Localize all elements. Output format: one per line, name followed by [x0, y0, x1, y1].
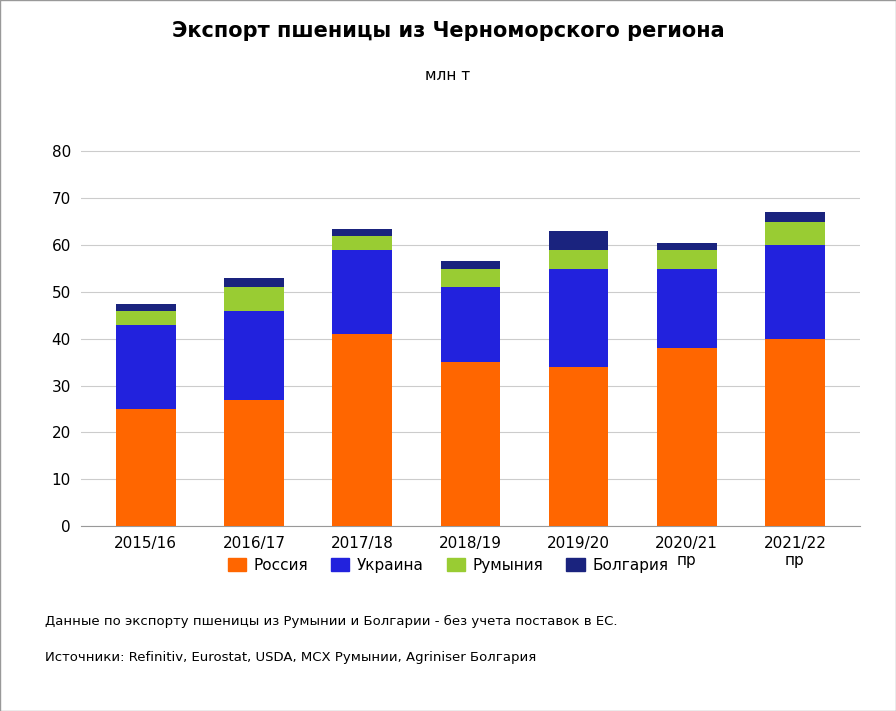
Bar	[765, 222, 824, 245]
Bar	[332, 229, 392, 236]
Text: Данные по экспорту пшеницы из Румынии и Болгарии - без учета поставок в ЕС.: Данные по экспорту пшеницы из Румынии и …	[45, 615, 617, 628]
Bar	[549, 269, 608, 367]
Bar	[441, 362, 500, 526]
Text: Экспорт пшеницы из Черноморского региона: Экспорт пшеницы из Черноморского региона	[172, 21, 724, 41]
Text: Источники: Refinitiv, Eurostat, USDA, МСХ Румынии, Agriniser Болгария: Источники: Refinitiv, Eurostat, USDA, МС…	[45, 651, 536, 663]
Bar	[116, 325, 176, 409]
Bar	[765, 213, 824, 222]
Bar	[441, 287, 500, 362]
Bar	[224, 311, 284, 400]
Bar	[657, 242, 717, 250]
Bar	[441, 269, 500, 287]
Bar	[549, 231, 608, 250]
Bar	[441, 262, 500, 269]
Bar	[116, 304, 176, 311]
Bar	[549, 250, 608, 269]
Bar	[332, 236, 392, 250]
Bar	[657, 250, 717, 269]
Bar	[224, 287, 284, 311]
Bar	[332, 250, 392, 334]
Bar	[765, 245, 824, 338]
Bar	[116, 409, 176, 526]
Bar	[657, 348, 717, 526]
Legend: Россия, Украина, Румыния, Болгария: Россия, Украина, Румыния, Болгария	[221, 552, 675, 579]
Bar	[549, 367, 608, 526]
Bar	[224, 400, 284, 526]
Bar	[116, 311, 176, 325]
Bar	[224, 278, 284, 287]
Bar	[657, 269, 717, 348]
Bar	[765, 338, 824, 526]
Text: млн т: млн т	[426, 68, 470, 82]
Bar	[332, 334, 392, 526]
